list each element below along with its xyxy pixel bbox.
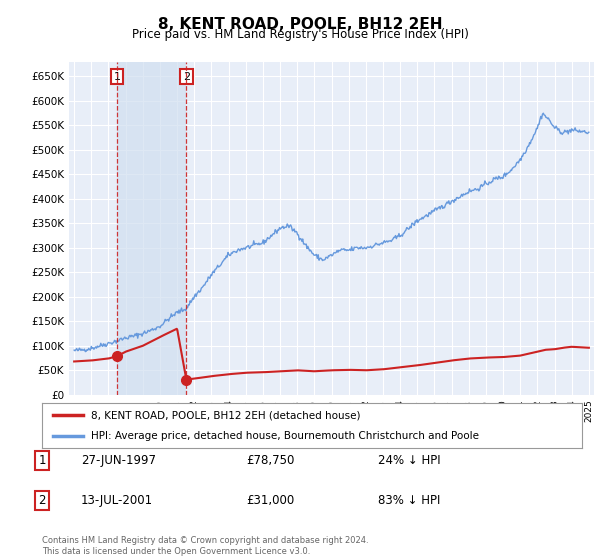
Text: 27-JUN-1997: 27-JUN-1997 — [81, 454, 156, 467]
Text: Price paid vs. HM Land Registry's House Price Index (HPI): Price paid vs. HM Land Registry's House … — [131, 28, 469, 41]
Text: 8, KENT ROAD, POOLE, BH12 2EH (detached house): 8, KENT ROAD, POOLE, BH12 2EH (detached … — [91, 410, 360, 421]
Text: £78,750: £78,750 — [246, 454, 295, 467]
Text: 2: 2 — [38, 494, 46, 507]
Text: 13-JUL-2001: 13-JUL-2001 — [81, 494, 153, 507]
Bar — [117, 62, 187, 395]
Text: 8, KENT ROAD, POOLE, BH12 2EH: 8, KENT ROAD, POOLE, BH12 2EH — [158, 17, 442, 32]
Text: 1: 1 — [113, 72, 121, 82]
Text: 2: 2 — [183, 72, 190, 82]
Text: Contains HM Land Registry data © Crown copyright and database right 2024.
This d: Contains HM Land Registry data © Crown c… — [42, 536, 368, 556]
Text: 83% ↓ HPI: 83% ↓ HPI — [378, 494, 440, 507]
Text: £31,000: £31,000 — [246, 494, 294, 507]
Text: HPI: Average price, detached house, Bournemouth Christchurch and Poole: HPI: Average price, detached house, Bour… — [91, 431, 479, 441]
Text: 1: 1 — [38, 454, 46, 467]
Text: 24% ↓ HPI: 24% ↓ HPI — [378, 454, 440, 467]
